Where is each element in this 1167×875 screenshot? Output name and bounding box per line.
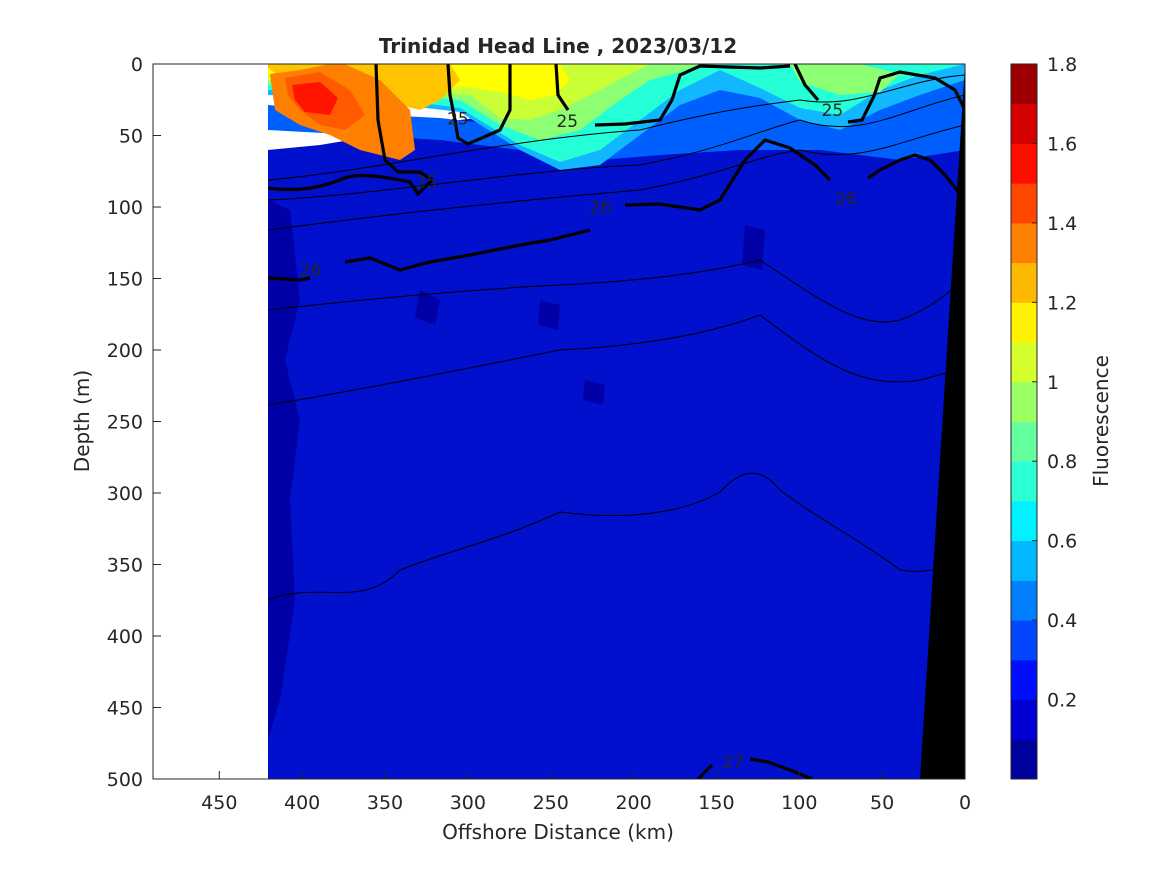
contour-labels: 25 25 25 25 26 26 26 27 [300, 101, 857, 773]
y-axis-ticks: 0 50 100 150 200 250 300 350 400 450 500 [107, 54, 161, 791]
colorbar-tick-label: 1.2 [1047, 292, 1077, 314]
contour-label: 27 [722, 753, 744, 773]
colorbar-segment [1011, 262, 1037, 303]
x-tick-label: 450 [201, 792, 237, 814]
field-level-1.7 [292, 82, 338, 115]
contour-sigma-25-mid [446, 64, 512, 146]
colorbar-segment [1011, 659, 1037, 701]
field-deep-dark-patch-4 [583, 380, 605, 405]
colorbar-segment [1011, 302, 1037, 343]
contour-label: 25 [447, 109, 469, 129]
y-tick-label: 150 [107, 269, 143, 291]
contour-thin [267, 74, 965, 181]
blank-no-data-region [153, 64, 268, 779]
chart-title: Trinidad Head Line , 2023/03/12 [379, 34, 737, 58]
y-tick-label: 300 [107, 483, 143, 505]
colorbar-label: Fluorescence [1089, 355, 1113, 487]
bathymetry [920, 64, 965, 779]
y-tick-label: 400 [107, 626, 143, 648]
contour-label: 25 [556, 112, 578, 132]
colorbar-tick-label: 0.6 [1047, 531, 1077, 553]
contour-label: 26 [590, 198, 612, 218]
x-tick-label: 50 [870, 792, 894, 814]
colorbar-segment [1011, 342, 1037, 383]
contour-thin [267, 472, 965, 601]
contour-label: 25 [416, 172, 438, 192]
colorbar-segment [1011, 222, 1037, 264]
x-axis-ticks: 450 400 350 300 250 200 150 100 50 0 [201, 771, 971, 814]
x-tick-label: 150 [698, 792, 734, 814]
colorbar-tick-label: 1 [1047, 372, 1059, 394]
x-tick-label: 100 [781, 792, 817, 814]
x-tick-label: 350 [367, 792, 403, 814]
colorbar-segment [1011, 739, 1037, 780]
colorbar-segment [1011, 580, 1037, 621]
colorbar-segment [1011, 183, 1037, 224]
colorbar [1011, 64, 1037, 780]
colorbar-tick-label: 0.4 [1047, 610, 1077, 632]
field-level-1.0-east [790, 64, 900, 95]
x-axis-label: Offshore Distance (km) [442, 820, 674, 844]
y-tick-label: 450 [107, 698, 143, 720]
field-level-0.2 [268, 64, 965, 779]
colorbar-segment [1011, 381, 1037, 422]
y-tick-label: 350 [107, 555, 143, 577]
fluorescence-field [268, 64, 965, 779]
colorbar-tick-label: 1.4 [1047, 213, 1077, 235]
colorbar-tick-label: 1.8 [1047, 54, 1077, 76]
colorbar-tick-label: 1.6 [1047, 133, 1077, 155]
colorbar-segment [1011, 421, 1037, 462]
contour-label: 26 [835, 189, 857, 209]
colorbar-segment [1011, 461, 1037, 502]
colorbar-segment [1011, 143, 1037, 184]
x-tick-label: 200 [615, 792, 651, 814]
y-tick-label: 200 [107, 340, 143, 362]
y-tick-label: 250 [107, 412, 143, 434]
x-tick-label: 0 [959, 792, 971, 814]
contour-sigma-26 [267, 138, 965, 282]
field-deep-dark-patch-2 [538, 300, 560, 330]
x-tick-label: 250 [533, 792, 569, 814]
colorbar-segment [1011, 103, 1037, 144]
colorbar-segment [1011, 620, 1037, 661]
contour-sigma-25-center [554, 64, 791, 127]
contour-label: 25 [822, 101, 844, 121]
contour-thin [267, 314, 965, 406]
colorbar-tick-label: 0.8 [1047, 451, 1077, 473]
contour-label: 26 [300, 261, 322, 281]
contour-thin [267, 259, 965, 323]
x-tick-label: 400 [284, 792, 320, 814]
contour-sigma-27 [696, 757, 813, 779]
field-deep-dark-patch-1 [415, 290, 440, 325]
colorbar-ticks: 1.8 1.6 1.4 1.2 1 0.8 0.6 0.4 0.2 [1032, 54, 1077, 712]
y-tick-label: 500 [107, 769, 143, 791]
colorbar-segment [1011, 500, 1037, 542]
contour-sigma-25-east [793, 64, 965, 124]
field-deep-dark-patch-3 [742, 225, 765, 270]
y-tick-label: 50 [119, 126, 143, 148]
contour-thin [267, 124, 965, 231]
contour-thin [267, 94, 965, 201]
colorbar-frame [1010, 63, 1038, 780]
density-contours [267, 64, 965, 779]
colorbar-segment [1011, 540, 1037, 581]
x-tick-label: 300 [450, 792, 486, 814]
y-tick-label: 100 [107, 197, 143, 219]
contour-sigma-25-west [267, 64, 435, 197]
colorbar-segment [1011, 64, 1037, 105]
y-tick-label: 0 [131, 54, 143, 76]
colorbar-tick-label: 0.2 [1047, 690, 1077, 712]
colorbar-segment [1011, 699, 1037, 740]
field-deep-dark-west [268, 200, 300, 740]
y-axis-label: Depth (m) [70, 370, 94, 472]
